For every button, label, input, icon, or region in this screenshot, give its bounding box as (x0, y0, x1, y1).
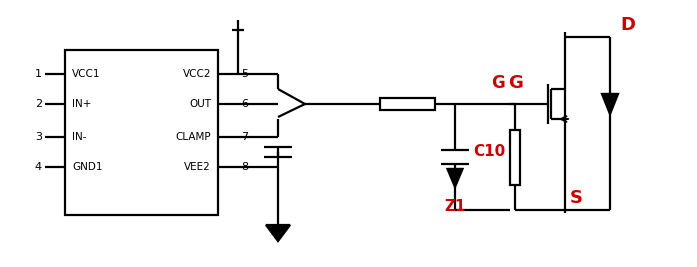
Text: IN+: IN+ (72, 99, 91, 109)
Text: 5: 5 (241, 69, 248, 79)
Text: 3: 3 (35, 132, 42, 142)
Text: 8: 8 (241, 162, 248, 172)
Text: Z1: Z1 (444, 199, 466, 214)
Text: GND1: GND1 (72, 162, 102, 172)
Text: 4: 4 (35, 162, 42, 172)
Text: C10: C10 (473, 144, 505, 159)
Text: 7: 7 (241, 132, 248, 142)
Text: IN-: IN- (72, 132, 86, 142)
Text: VEE2: VEE2 (184, 162, 211, 172)
Polygon shape (447, 169, 463, 187)
Text: 2: 2 (35, 99, 42, 109)
Text: VCC2: VCC2 (183, 69, 211, 79)
Text: VCC1: VCC1 (72, 69, 100, 79)
Text: S: S (570, 189, 583, 207)
Polygon shape (266, 225, 290, 241)
Text: G: G (508, 74, 523, 92)
Polygon shape (602, 94, 618, 114)
Text: 1: 1 (35, 69, 42, 79)
Text: 6: 6 (241, 99, 248, 109)
Text: G: G (491, 74, 505, 92)
Text: OUT: OUT (189, 99, 211, 109)
Bar (510, 129, 520, 184)
Text: CLAMP: CLAMP (176, 132, 211, 142)
Bar (380, 98, 435, 110)
Bar (65, 50, 218, 215)
Text: D: D (620, 16, 635, 34)
